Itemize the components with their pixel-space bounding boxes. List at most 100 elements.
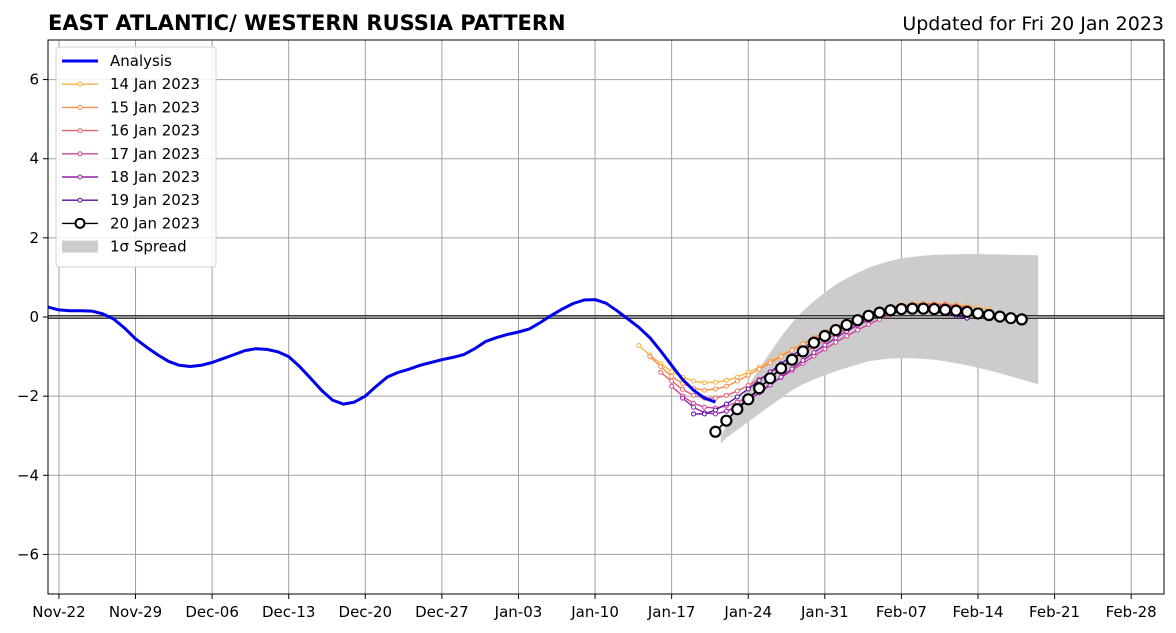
- forecast-point: [720, 414, 733, 427]
- legend-marker: [77, 81, 83, 87]
- legend: Analysis 14 Jan 2023 15 Jan 2023 16 Jan 202…: [55, 46, 217, 268]
- forecast-point: [844, 333, 850, 339]
- legend-label: 18 Jan 2023: [110, 168, 200, 186]
- forecast-point: [822, 342, 828, 348]
- legend-marker: [77, 104, 83, 110]
- latest-forecast: [709, 302, 1028, 438]
- forecast-point: [982, 308, 996, 322]
- forecast-point: [669, 369, 675, 375]
- legend-label: 17 Jan 2023: [110, 145, 200, 163]
- forecast-point: [833, 335, 839, 341]
- legend-label: 16 Jan 2023: [110, 122, 200, 140]
- forecast-point: [895, 302, 908, 316]
- forecast-point: [745, 372, 751, 378]
- forecast-point: [767, 360, 773, 366]
- forecast-point: [712, 395, 718, 401]
- forecast-point: [742, 393, 755, 406]
- forecast-point: [712, 411, 718, 417]
- spread-area: [720, 254, 1039, 444]
- legend-entry: 15 Jan 2023: [62, 98, 200, 116]
- forecast-point: [873, 306, 886, 319]
- forecast-point: [796, 345, 810, 358]
- forecast-point: [811, 350, 817, 356]
- legend-marker: [77, 197, 83, 203]
- forecast-point: [928, 302, 941, 316]
- x-tick-label: Feb-07: [876, 603, 927, 621]
- legend-label: 14 Jan 2023: [110, 75, 200, 93]
- legend-entry: 18 Jan 2023: [62, 168, 200, 186]
- forecast-point: [906, 302, 919, 315]
- x-tick-label: Nov-22: [32, 603, 85, 621]
- forecast-point: [723, 383, 729, 389]
- x-tick-label: Feb-28: [1106, 603, 1157, 621]
- forecast-point: [723, 401, 729, 407]
- forecast-point: [884, 304, 897, 317]
- forecast-point: [658, 369, 664, 375]
- y-tick-label: 0: [29, 308, 39, 326]
- forecast-point: [723, 408, 729, 414]
- forecast-point: [764, 372, 777, 385]
- forecast-point: [785, 353, 799, 366]
- x-tick-label: Jan-03: [494, 603, 543, 621]
- forecast-point: [734, 394, 740, 400]
- forecast-point: [822, 346, 828, 352]
- forecast-point: [1004, 312, 1017, 325]
- forecast-point: [669, 373, 675, 379]
- x-tick-label: Jan-31: [800, 603, 849, 621]
- forecast-point: [789, 347, 795, 353]
- x-tick-label: Dec-06: [185, 603, 239, 621]
- forecast-point: [774, 362, 788, 375]
- forecast-point: [734, 378, 740, 384]
- forecast-point: [1015, 313, 1028, 326]
- x-tick-label: Jan-24: [723, 603, 772, 621]
- legend-swatch: [62, 240, 98, 253]
- legend-marker: [77, 174, 83, 180]
- forecast-point: [734, 374, 740, 380]
- x-tick-label: Nov-29: [109, 603, 162, 621]
- legend-label: 1σ Spread: [110, 238, 187, 256]
- forecast-point: [731, 403, 744, 416]
- forecast-point: [691, 392, 697, 398]
- legend-marker: [77, 128, 83, 134]
- forecast-point: [855, 327, 861, 333]
- forecast-point: [691, 404, 697, 410]
- forecast-point: [950, 304, 963, 317]
- forecast-point: [669, 378, 675, 384]
- legend-entry: 14 Jan 2023: [62, 75, 200, 93]
- analysis-series: [48, 298, 716, 406]
- forecast-point: [789, 366, 795, 372]
- y-tick-label: −4: [17, 466, 39, 484]
- forecast-point: [658, 363, 664, 369]
- forecast-point: [993, 310, 1006, 323]
- forecast-point: [691, 400, 697, 406]
- forecast-point: [818, 329, 831, 343]
- legend-entry: 16 Jan 2023: [62, 122, 200, 140]
- legend-entry: 20 Jan 2023: [62, 214, 200, 232]
- forecast-point: [701, 380, 707, 386]
- x-tick-label: Feb-14: [952, 603, 1003, 621]
- legend-entry: 1σ Spread: [62, 238, 187, 256]
- forecast-point: [701, 411, 707, 417]
- legend-marker: [77, 151, 83, 157]
- x-tick-label: Dec-20: [339, 603, 393, 621]
- forecast-point: [712, 407, 718, 413]
- forecast-point: [723, 377, 729, 383]
- legend-label: 20 Jan 2023: [110, 214, 200, 232]
- forecast-point: [723, 392, 729, 398]
- forecast-point: [800, 341, 806, 347]
- legend-label: 15 Jan 2023: [110, 98, 200, 116]
- legend-entry: 19 Jan 2023: [62, 191, 200, 209]
- forecast-point: [701, 387, 707, 393]
- forecast-point: [833, 339, 839, 345]
- legend-entry: Analysis: [62, 52, 172, 70]
- forecast-point: [778, 374, 784, 380]
- forecast-point: [800, 358, 806, 364]
- forecast-point: [756, 377, 762, 383]
- legend-label: 19 Jan 2023: [110, 191, 200, 209]
- forecast-point: [680, 395, 686, 401]
- forecast-point: [960, 305, 974, 318]
- forecast-series: [709, 302, 1028, 438]
- legend-box: [55, 46, 217, 268]
- chart-title: EAST ATLANTIC/ WESTERN RUSSIA PATTERN: [48, 11, 566, 35]
